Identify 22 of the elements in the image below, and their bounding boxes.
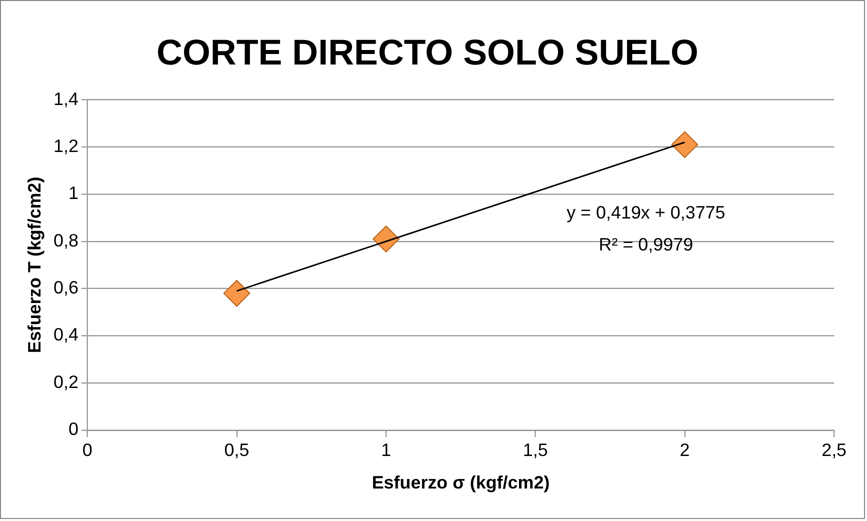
x-tick-label: 1,5 [522, 440, 548, 460]
point [223, 280, 250, 307]
y-axis-title: Esfuerzo T (kgf/cm2) [24, 176, 45, 354]
x-tick-label: 0,5 [224, 440, 250, 460]
y-tick-label: 0,8 [53, 230, 78, 250]
x-tick-label: 1 [381, 440, 392, 460]
y-tick-label: 1,4 [53, 88, 78, 109]
annotation: y = 0,419x + 0,3775 [566, 202, 726, 223]
point [671, 131, 698, 158]
y-tick-label: 0 [68, 419, 78, 440]
y-tick-label: 1 [68, 183, 78, 204]
x-tick-label: 0 [82, 440, 92, 460]
x-tick-label: 2,5 [822, 440, 847, 460]
y-tick-label: 0,4 [53, 324, 78, 345]
x-tick-label: 2 [680, 440, 690, 460]
chart-title: CORTE DIRECTO SOLO SUELO [156, 32, 698, 72]
annotation: R² = 0,9979 [598, 234, 694, 255]
y-tick-label: 1,2 [53, 136, 78, 156]
y-tick-label: 0,2 [53, 372, 78, 392]
point [372, 226, 400, 252]
x-axis-title: Esfuerzo σ (kgf/cm2) [372, 472, 550, 492]
y-tick-label: 0,6 [53, 278, 78, 298]
